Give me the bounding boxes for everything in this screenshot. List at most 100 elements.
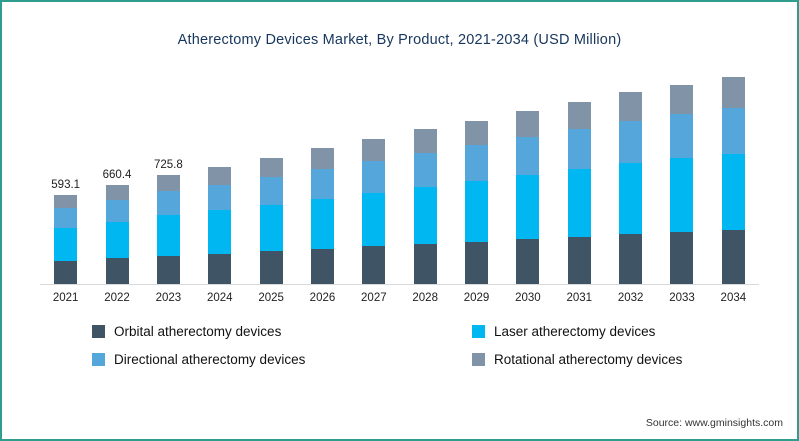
bar-segment	[516, 174, 540, 239]
bar-segment	[721, 108, 745, 154]
legend: Orbital atherectomy devices Laser athere…	[92, 324, 797, 367]
bar-segment	[567, 169, 591, 237]
bar-segment	[259, 158, 283, 177]
bar-segment	[619, 234, 643, 284]
bar-segment	[105, 258, 129, 284]
bar-stack	[105, 184, 129, 284]
bar-column-2026	[297, 66, 348, 284]
bar-stack	[310, 148, 334, 284]
bar-segment	[567, 129, 591, 170]
bar-stack	[413, 129, 437, 284]
legend-item-directional: Directional atherectomy devices	[92, 352, 472, 367]
x-axis-label: 2031	[566, 292, 593, 304]
bar-segment	[156, 255, 180, 284]
x-axis-labels: 2021 2022 2023 2024 2025 2026 2027 2028 2029 2030…	[40, 292, 759, 304]
bar-stack	[465, 120, 489, 284]
bar-stack	[259, 158, 283, 284]
bar-segment	[259, 176, 283, 205]
bar-column-2021: 593.1	[40, 66, 91, 284]
bar-column-2022: 660.4	[91, 66, 142, 284]
legend-swatch-laser	[472, 325, 485, 338]
bar-stack	[567, 101, 591, 284]
x-axis-label: 2023	[155, 292, 182, 304]
bar-segment	[54, 228, 78, 261]
x-axis-label: 2022	[104, 292, 130, 304]
bar-segment	[465, 181, 489, 242]
bar-stack	[721, 77, 745, 284]
source-text: Source: www.gminsights.com	[645, 417, 783, 429]
bar-column-2028	[400, 66, 451, 284]
bar-column-2033	[656, 66, 707, 284]
bar-segment	[362, 192, 386, 247]
bar-segment	[619, 120, 643, 164]
bar-segment	[721, 77, 745, 109]
x-axis-label: 2025	[258, 292, 284, 304]
legend-label-laser: Laser atherectomy devices	[494, 324, 656, 339]
bar-segment	[54, 195, 78, 209]
bar-segment	[670, 232, 694, 284]
bar-data-label: 660.4	[102, 168, 132, 181]
x-axis-label: 2033	[669, 292, 695, 304]
bar-segment	[362, 246, 386, 284]
bar-stack	[362, 139, 386, 284]
bar-segment	[362, 161, 386, 193]
bar-column-2030	[502, 66, 553, 284]
bar-segment	[516, 136, 540, 175]
bar-segment	[567, 101, 591, 130]
bar-segment	[156, 175, 180, 192]
legend-swatch-rotational	[472, 353, 485, 366]
bar-column-2029	[451, 66, 502, 284]
bar-stack	[516, 110, 540, 284]
bar-segment	[516, 239, 540, 284]
legend-label-rotational: Rotational atherectomy devices	[494, 352, 683, 367]
bar-segment	[208, 210, 232, 254]
bar-stack	[156, 175, 180, 284]
bar-segment	[465, 120, 489, 145]
x-axis-label: 2032	[617, 292, 644, 304]
bar-segment	[567, 236, 591, 284]
bar-data-label: 725.8	[154, 159, 183, 172]
x-axis-label: 2028	[412, 292, 438, 304]
chart-title: Atherectomy Devices Market, By Product, …	[177, 32, 622, 48]
bar-segment	[516, 110, 540, 137]
x-axis-label: 2029	[463, 292, 490, 304]
bars-plot: 593.1 660.4 725.8	[40, 66, 759, 285]
bar-segment	[105, 184, 129, 200]
bar-stack	[208, 167, 232, 284]
bar-segment	[413, 186, 437, 244]
bar-segment	[105, 221, 129, 259]
bar-column-2032	[605, 66, 656, 284]
legend-swatch-directional	[92, 353, 105, 366]
bar-stack	[670, 84, 694, 284]
bar-column-2034	[708, 66, 759, 284]
bar-stack	[619, 92, 643, 284]
chart-area: 593.1 660.4 725.8 2021 2022 2023 2024 2025 2026…	[40, 66, 759, 304]
legend-swatch-orbital	[92, 325, 105, 338]
x-axis-label: 2030	[515, 292, 541, 304]
bar-segment	[465, 145, 489, 181]
bar-segment	[619, 92, 643, 121]
bar-column-2031	[554, 66, 605, 284]
legend-item-orbital: Orbital atherectomy devices	[92, 324, 472, 339]
legend-label-directional: Directional atherectomy devices	[114, 352, 306, 367]
bar-column-2024	[194, 66, 245, 284]
legend-item-rotational: Rotational atherectomy devices	[472, 352, 797, 367]
bar-segment	[310, 168, 334, 199]
bar-segment	[721, 230, 745, 284]
bar-segment	[619, 163, 643, 235]
bar-segment	[259, 204, 283, 252]
bar-segment	[156, 191, 180, 216]
x-axis-label: 2027	[361, 292, 387, 304]
bar-segment	[259, 251, 283, 284]
bar-segment	[156, 215, 180, 256]
bar-segment	[54, 208, 78, 229]
bar-column-2023: 725.8	[143, 66, 194, 284]
bar-segment	[413, 129, 437, 153]
bar-column-2027	[348, 66, 399, 284]
bar-segment	[362, 139, 386, 162]
bar-segment	[465, 241, 489, 284]
bar-stack	[54, 195, 78, 284]
bar-segment	[670, 158, 694, 233]
bar-segment	[208, 167, 232, 185]
